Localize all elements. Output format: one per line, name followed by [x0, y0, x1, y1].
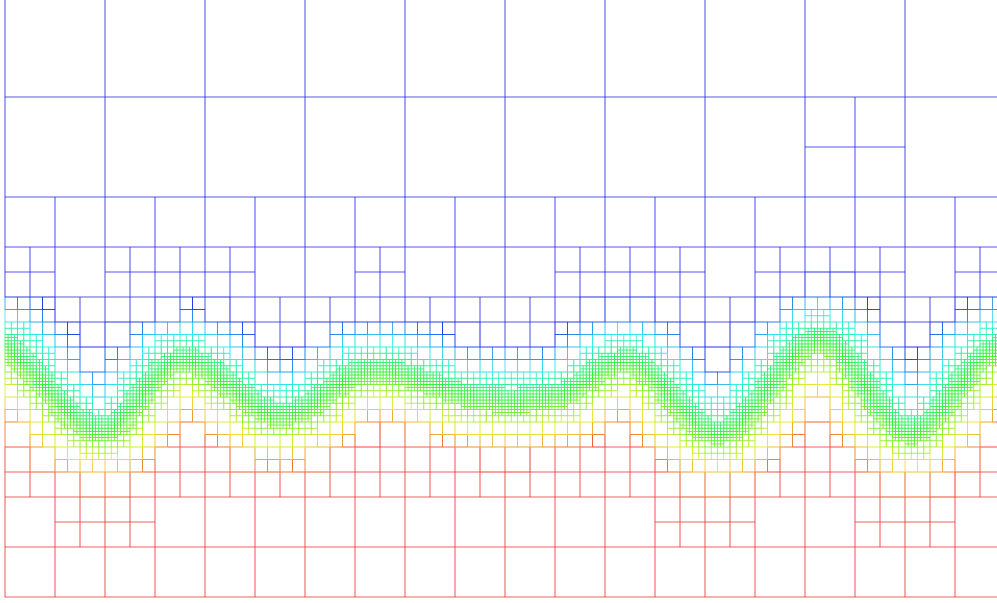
mesh-cells: [4, 0, 997, 348]
mesh-cells: [354, 421, 956, 498]
